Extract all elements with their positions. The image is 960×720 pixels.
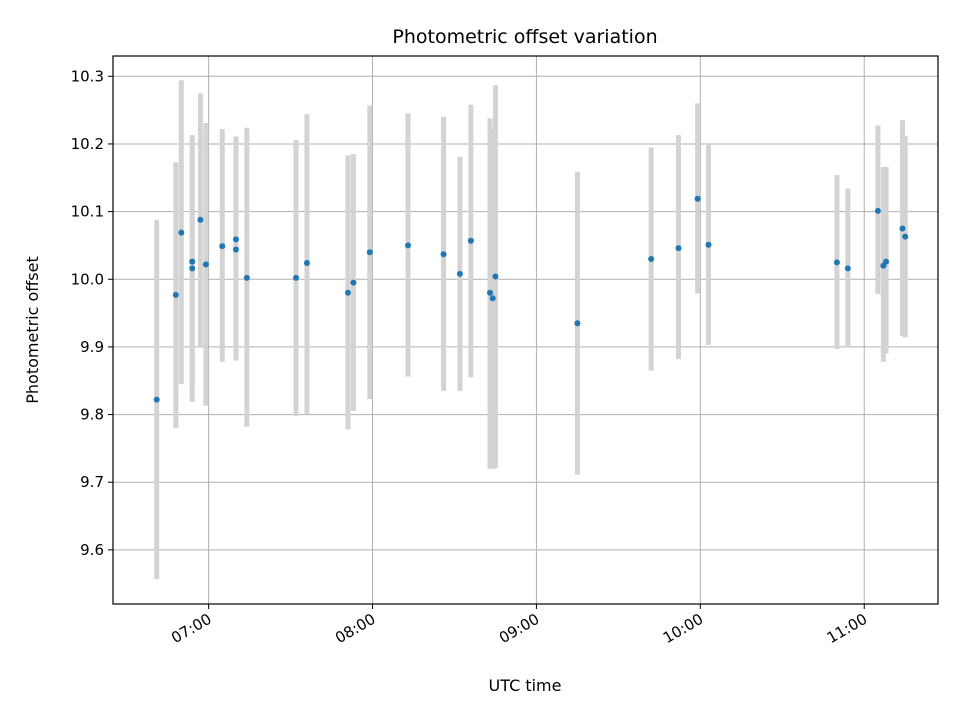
- data-point: [178, 229, 185, 236]
- y-tick-label: 10.2: [71, 135, 104, 153]
- chart-title: Photometric offset variation: [392, 26, 657, 48]
- data-point: [467, 237, 474, 244]
- data-point: [489, 295, 496, 302]
- data-point: [574, 320, 581, 327]
- data-point: [189, 258, 196, 265]
- data-point: [694, 195, 701, 202]
- data-point: [486, 289, 493, 296]
- data-point: [833, 259, 840, 266]
- data-point: [902, 233, 909, 240]
- y-tick-label: 9.9: [80, 338, 104, 356]
- y-axis-ticks: 9.6 9.7 9.8 9.9 10.0 10.1 10.2 10.3: [71, 67, 113, 559]
- data-point: [344, 289, 351, 296]
- data-point: [456, 270, 463, 277]
- y-tick-label: 10.1: [71, 203, 104, 221]
- data-point: [197, 216, 204, 223]
- data-point: [350, 279, 357, 286]
- data-point: [874, 207, 881, 214]
- data-point: [293, 274, 300, 281]
- data-point: [705, 241, 712, 248]
- data-point: [232, 236, 239, 243]
- data-point: [405, 242, 412, 249]
- data-points: [153, 195, 909, 403]
- x-axis-label: UTC time: [489, 676, 562, 695]
- data-point: [202, 261, 209, 268]
- data-point: [648, 255, 655, 262]
- data-point: [303, 260, 310, 267]
- data-point: [440, 251, 447, 258]
- data-point: [675, 245, 682, 252]
- grid: [113, 56, 938, 604]
- data-point: [232, 246, 239, 253]
- data-point: [883, 258, 890, 265]
- data-point: [899, 225, 906, 232]
- plot-frame: [112, 55, 939, 605]
- data-point: [492, 273, 499, 280]
- y-tick-label: 10.3: [71, 67, 104, 85]
- data-point: [844, 265, 851, 272]
- data-point: [219, 243, 226, 250]
- data-point: [243, 274, 250, 281]
- data-point: [189, 265, 196, 272]
- data-point: [172, 291, 179, 298]
- y-tick-label: 9.7: [80, 473, 104, 491]
- data-point: [153, 396, 160, 403]
- y-tick-label: 10.0: [71, 270, 104, 288]
- y-axis-label: Photometric offset: [23, 256, 42, 404]
- data-point: [366, 249, 373, 256]
- y-tick-label: 9.6: [80, 541, 104, 559]
- y-tick-label: 9.8: [80, 406, 104, 424]
